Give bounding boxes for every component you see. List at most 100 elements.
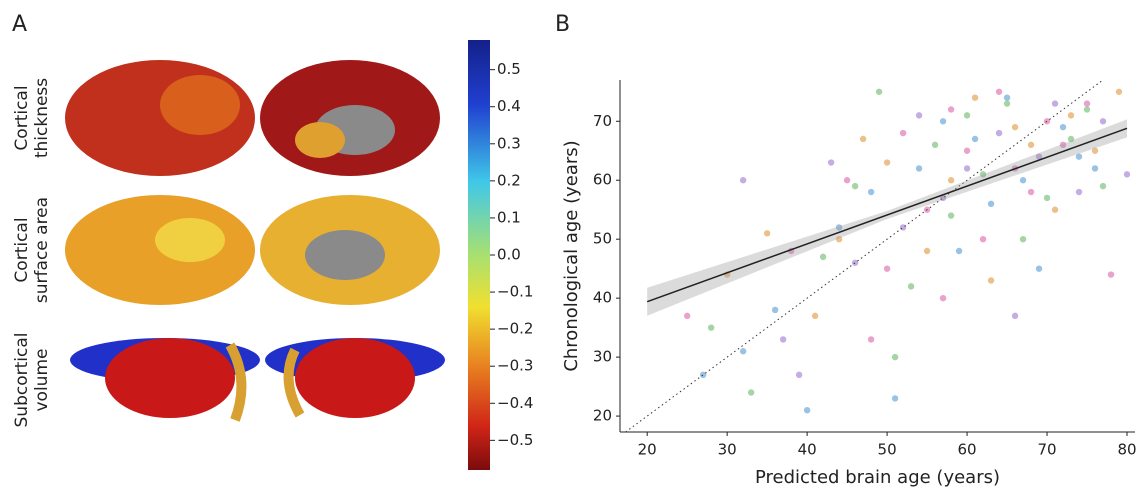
point [1123,171,1131,178]
confidence-band [647,119,1128,316]
row-label: surface area [32,197,52,303]
point [955,247,963,255]
point [1027,141,1035,149]
fit-line [646,127,1128,303]
point [995,88,1003,95]
point [883,159,891,166]
point [763,230,771,237]
y-tick-label: 70 [593,112,612,130]
point [835,224,843,231]
point [819,253,827,261]
panel-label: B [555,12,570,37]
point [1099,118,1107,125]
point [963,112,971,119]
point [771,306,779,314]
point [987,277,995,284]
row-label: Subcortical [12,333,32,428]
row-label: volume [32,349,52,412]
point [995,129,1003,137]
point [1091,147,1099,154]
y-tick-label: 0.3 [497,134,521,152]
point [907,283,915,290]
point [1035,265,1043,272]
y-tick-label: 20 [593,407,612,425]
y-tick-label: 50 [593,230,612,248]
point [1059,141,1067,149]
y-tick-label: 0.0 [497,246,521,264]
point [779,336,787,343]
panel-label: A [12,12,27,37]
point [1075,188,1083,196]
point [931,141,939,149]
y-tick-label: −0.2 [497,320,533,338]
y-tick-label: −0.5 [497,431,533,449]
point [867,336,875,343]
row-label: Cortical [12,85,32,150]
point [1011,312,1019,320]
x-tick-label: 80 [1117,441,1136,459]
row-label: thickness [32,78,52,158]
point [947,106,955,113]
point [851,259,859,266]
point [747,389,755,396]
point [1067,112,1075,119]
point [1043,118,1051,125]
y-tick-label: −0.4 [497,394,533,412]
point [1067,135,1075,143]
point [1099,182,1107,190]
x-tick-label: 70 [1037,441,1056,459]
point [891,353,899,361]
point [739,177,747,184]
y-tick-label: 60 [593,171,612,189]
x-axis-label: Predicted brain age (years) [755,467,1000,488]
point [811,312,819,320]
x-tick-label: 50 [878,441,897,459]
y-tick-label: −0.3 [497,357,533,375]
point [1107,271,1115,278]
point [971,94,979,101]
x-tick-label: 30 [718,441,737,459]
point [835,235,843,243]
colorbar [468,40,490,470]
point [899,129,907,137]
point [875,88,883,95]
point [963,147,971,154]
point [803,406,811,414]
point [867,188,875,196]
point [1115,88,1123,95]
point [979,235,987,243]
point [707,324,715,331]
point [795,371,803,379]
point [1051,206,1059,213]
point [1003,100,1011,107]
point [1059,123,1067,131]
point [1019,177,1027,184]
identity-line [625,79,1104,433]
point [979,171,987,178]
point [827,159,835,166]
y-axis-label: Chronological age (years) [561,140,582,371]
x-tick-label: 60 [958,441,977,459]
point [1051,100,1059,107]
y-tick-label: 30 [593,348,612,366]
point [947,212,955,219]
point [683,312,691,320]
point [1083,106,1091,113]
row-label: Cortical [12,217,32,282]
y-tick-label: 0.1 [497,208,521,226]
point [923,247,931,255]
point [851,182,859,190]
point [1019,235,1027,243]
point [843,177,851,184]
point [939,294,947,302]
point [859,135,867,143]
point [1075,153,1083,160]
y-tick-label: −0.1 [497,283,533,301]
point [739,348,747,355]
point [915,165,923,172]
y-tick-label: 0.5 [497,60,521,78]
y-tick-label: 40 [593,289,612,307]
point [1003,94,1011,101]
point [947,177,955,184]
